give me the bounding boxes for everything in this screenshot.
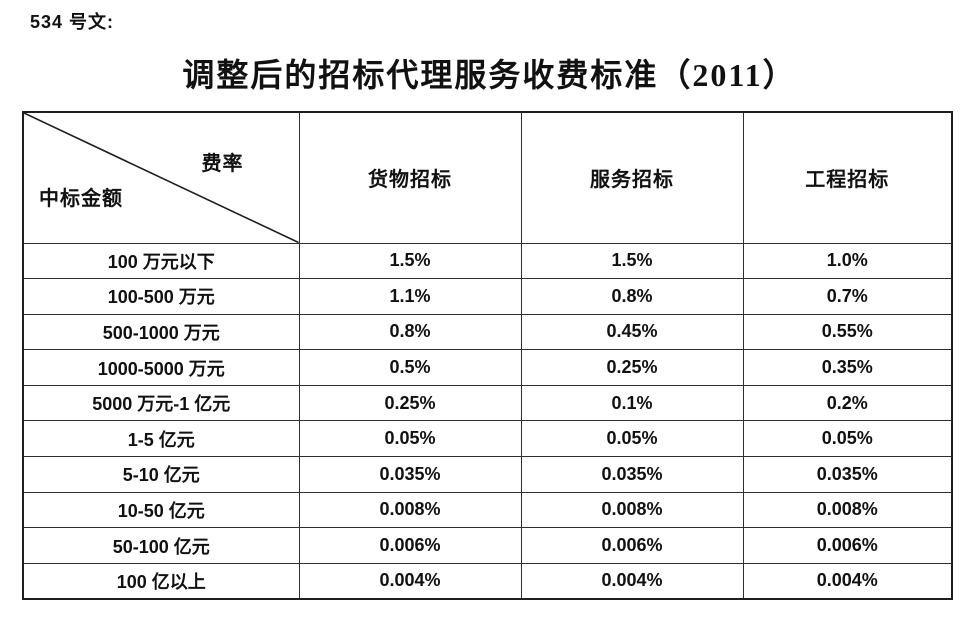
table-row: 500-1000 万元 0.8% 0.45% 0.55% xyxy=(22,313,953,351)
fee-value: 0.035% xyxy=(298,456,522,493)
table-row: 1000-5000 万元 0.5% 0.25% 0.35% xyxy=(22,349,953,386)
row-label: 50-100 亿元 xyxy=(22,527,300,564)
table-row: 100-500 万元 1.1% 0.8% 0.7% xyxy=(22,278,953,315)
fee-value: 0.05% xyxy=(742,420,953,458)
column-header-goods: 货物招标 xyxy=(298,111,522,244)
page-title: 调整后的招标代理服务收费标准（2011） xyxy=(182,57,797,93)
fee-value: 0.5% xyxy=(298,349,522,386)
table-row: 100 万元以下 1.5% 1.5% 1.0% xyxy=(22,242,953,280)
fee-value: 0.2% xyxy=(742,384,953,422)
table-row: 1-5 亿元 0.05% 0.05% 0.05% xyxy=(22,420,953,458)
table-row: 100 亿以上 0.004% 0.004% 0.004% xyxy=(22,562,953,600)
fee-value: 0.008% xyxy=(520,491,744,529)
fee-value: 0.25% xyxy=(520,349,744,386)
table-row: 10-50 亿元 0.008% 0.008% 0.008% xyxy=(22,491,953,529)
row-label: 100 万元以下 xyxy=(22,242,300,280)
fee-value: 0.006% xyxy=(298,527,522,564)
fee-value: 0.008% xyxy=(298,491,522,529)
fee-value: 0.004% xyxy=(520,562,744,600)
table-row: 5000 万元-1 亿元 0.25% 0.1% 0.2% xyxy=(22,384,953,422)
row-label: 500-1000 万元 xyxy=(22,313,300,351)
row-label: 10-50 亿元 xyxy=(22,491,300,529)
fee-value: 0.004% xyxy=(298,562,522,600)
row-label: 100 亿以上 xyxy=(22,562,300,600)
row-label: 5-10 亿元 xyxy=(22,456,300,493)
fee-value: 0.004% xyxy=(742,562,953,600)
row-label: 100-500 万元 xyxy=(22,278,300,315)
fee-value: 0.035% xyxy=(742,456,953,493)
fee-value: 0.006% xyxy=(742,527,953,564)
row-label: 1000-5000 万元 xyxy=(22,349,300,386)
fee-value: 1.5% xyxy=(298,242,522,280)
table-header-row: 费率 中标金额 货物招标 服务招标 工程招标 xyxy=(22,111,953,244)
doc-number: 534 号文: xyxy=(30,12,115,32)
corner-cell: 费率 中标金额 xyxy=(22,111,300,244)
fee-value: 0.8% xyxy=(298,313,522,351)
column-header-engineering: 工程招标 xyxy=(742,111,953,244)
fee-value: 0.1% xyxy=(520,384,744,422)
fee-value: 0.25% xyxy=(298,384,522,422)
fee-value: 0.8% xyxy=(520,278,744,315)
fee-value: 1.1% xyxy=(298,278,522,315)
fee-value: 0.45% xyxy=(520,313,744,351)
fee-value: 1.0% xyxy=(742,242,953,280)
fee-value: 0.008% xyxy=(742,491,953,529)
fee-value: 0.55% xyxy=(742,313,953,351)
fee-standard-table: 费率 中标金额 货物招标 服务招标 工程招标 100 万元以下 1.5% 1.5… xyxy=(22,111,953,600)
fee-value: 0.006% xyxy=(520,527,744,564)
fee-value: 0.05% xyxy=(298,420,522,458)
diagonal-line xyxy=(24,113,299,243)
fee-value: 0.7% xyxy=(742,278,953,315)
row-label: 5000 万元-1 亿元 xyxy=(22,384,300,422)
table-row: 5-10 亿元 0.035% 0.035% 0.035% xyxy=(22,456,953,493)
corner-label-amount: 中标金额 xyxy=(39,187,123,210)
table-row: 50-100 亿元 0.006% 0.006% 0.006% xyxy=(22,527,953,564)
fee-value: 1.5% xyxy=(520,242,744,280)
fee-value: 0.05% xyxy=(520,420,744,458)
column-header-service: 服务招标 xyxy=(520,111,744,244)
corner-label-rate: 费率 xyxy=(201,153,244,175)
fee-value: 0.35% xyxy=(742,349,953,386)
fee-value: 0.035% xyxy=(520,456,744,493)
row-label: 1-5 亿元 xyxy=(22,420,300,458)
